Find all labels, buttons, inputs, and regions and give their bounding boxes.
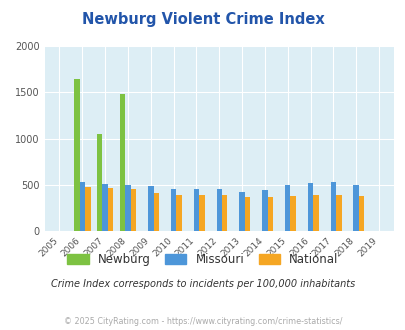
- Bar: [284, 185, 290, 231]
- Bar: [108, 187, 113, 231]
- Bar: [130, 189, 136, 231]
- Bar: [193, 189, 199, 231]
- Text: Newburg Violent Crime Index: Newburg Violent Crime Index: [81, 12, 324, 26]
- Bar: [353, 185, 358, 231]
- Text: Crime Index corresponds to incidents per 100,000 inhabitants: Crime Index corresponds to incidents per…: [51, 279, 354, 289]
- Bar: [216, 189, 222, 231]
- Bar: [176, 194, 181, 231]
- Bar: [358, 196, 363, 231]
- Bar: [153, 193, 159, 231]
- Bar: [199, 195, 204, 231]
- Bar: [79, 182, 85, 231]
- Text: © 2025 CityRating.com - https://www.cityrating.com/crime-statistics/: © 2025 CityRating.com - https://www.city…: [64, 317, 341, 326]
- Bar: [307, 183, 313, 231]
- Bar: [102, 184, 108, 231]
- Bar: [74, 79, 79, 231]
- Bar: [239, 192, 244, 231]
- Bar: [148, 186, 153, 231]
- Bar: [171, 189, 176, 231]
- Bar: [244, 197, 249, 231]
- Bar: [313, 195, 318, 231]
- Bar: [125, 185, 130, 231]
- Bar: [267, 197, 273, 231]
- Bar: [290, 196, 295, 231]
- Legend: Newburg, Missouri, National: Newburg, Missouri, National: [62, 248, 343, 271]
- Bar: [85, 187, 90, 231]
- Bar: [119, 94, 125, 231]
- Bar: [330, 182, 335, 231]
- Bar: [222, 195, 227, 231]
- Bar: [97, 134, 102, 231]
- Bar: [335, 195, 341, 231]
- Bar: [262, 190, 267, 231]
